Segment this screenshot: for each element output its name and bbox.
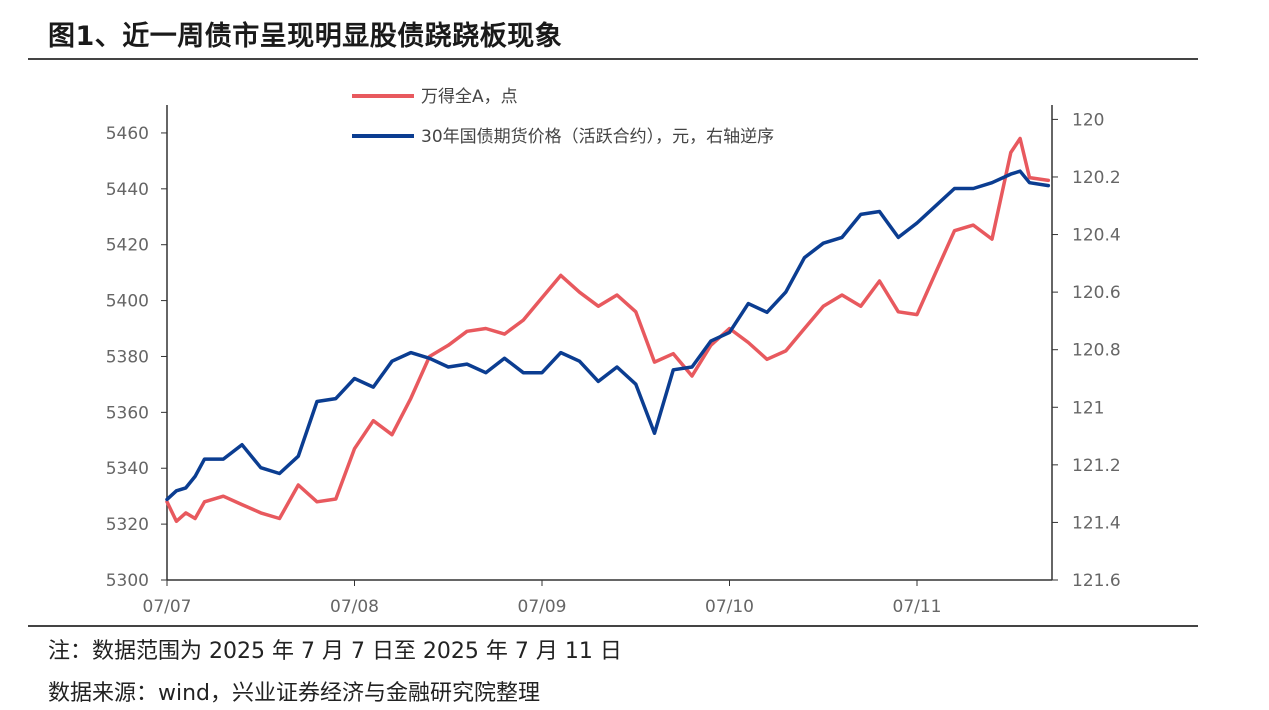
series-line-wind-a: [165, 136, 1051, 524]
right-tick-label: 121.4: [1072, 513, 1121, 533]
right-axis: 120 120.2 120.4 120.6 120.8 121 121.2 121.4 121.…: [1051, 105, 1121, 591]
x-tick-label: 07/08: [330, 597, 379, 617]
left-axis: 5300 5320 5340 5360 5380 5400 5420 5440 5460: [106, 105, 168, 591]
left-tick-label: 5460: [106, 124, 149, 144]
series-layer: [165, 136, 1051, 524]
right-tick-label: 120: [1072, 110, 1104, 130]
data-range-note: 注：数据范围为 2025 年 7 月 7 日至 2025 年 7 月 11 日: [48, 639, 622, 664]
page-title: 图1、近一周债市呈现明显股债跷跷板现象: [48, 21, 563, 52]
footer-rule: [28, 625, 1198, 627]
right-tick-label: 121: [1072, 398, 1104, 418]
legend-label-bond-futures: 30年国债期货价格（活跃合约），元，右轴逆序: [421, 127, 774, 147]
left-tick-label: 5380: [106, 347, 149, 367]
left-tick-label: 5420: [106, 236, 149, 256]
right-tick-label: 121.2: [1072, 456, 1121, 476]
right-tick-label: 120.6: [1072, 283, 1121, 303]
left-tick-label: 5340: [106, 459, 149, 479]
title-rule: [28, 58, 1198, 60]
legend-label-wind-a: 万得全A，点: [421, 87, 518, 107]
x-tick-label: 07/11: [893, 597, 942, 617]
right-tick-label: 121.6: [1072, 571, 1121, 591]
x-tick-label: 07/10: [705, 597, 754, 617]
left-tick-label: 5400: [106, 292, 149, 312]
data-source: 数据来源：wind，兴业证券经济与金融研究院整理: [48, 681, 541, 706]
right-tick-label: 120.2: [1072, 168, 1121, 188]
x-tick-label: 07/09: [518, 597, 567, 617]
left-tick-label: 5320: [106, 515, 149, 535]
series-line-bond-futures: [165, 169, 1051, 502]
legend: 万得全A，点 30年国债期货价格（活跃合约），元，右轴逆序: [352, 87, 774, 147]
left-tick-label: 5360: [106, 403, 149, 423]
right-tick-label: 120.4: [1072, 226, 1121, 246]
right-tick-label: 120.8: [1072, 341, 1121, 361]
chart: 5300 5320 5340 5360 5380 5400 5420 5440 5460 120…: [106, 87, 1121, 617]
left-tick-label: 5300: [106, 571, 149, 591]
left-tick-label: 5440: [106, 180, 149, 200]
x-tick-label: 07/07: [143, 597, 192, 617]
x-axis: 07/07 07/08 07/09 07/10 07/11: [143, 579, 1052, 617]
